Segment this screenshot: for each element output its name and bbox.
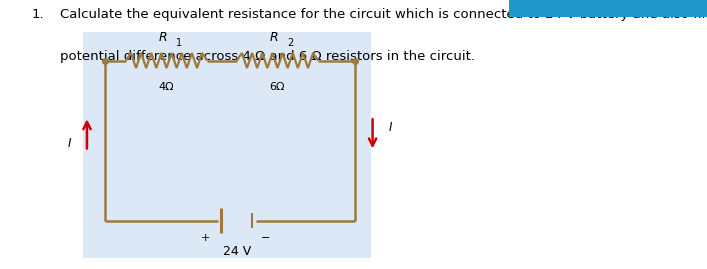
Text: +: + xyxy=(201,233,211,243)
Text: I: I xyxy=(68,137,71,150)
Text: 2: 2 xyxy=(287,38,293,48)
Text: 1: 1 xyxy=(176,38,182,48)
Text: 4Ω: 4Ω xyxy=(158,82,175,93)
Text: Calculate the equivalent resistance for the circuit which is connected to 24 V b: Calculate the equivalent resistance for … xyxy=(60,8,707,21)
Text: potential difference across 4 Ω and 6 Ω resistors in the circuit.: potential difference across 4 Ω and 6 Ω … xyxy=(60,50,475,63)
Text: 1.: 1. xyxy=(32,8,45,21)
Text: −: − xyxy=(260,233,270,243)
FancyBboxPatch shape xyxy=(83,32,371,258)
Text: R: R xyxy=(158,31,168,44)
Text: R: R xyxy=(269,31,279,44)
Text: I: I xyxy=(389,121,392,134)
FancyBboxPatch shape xyxy=(509,0,707,17)
Text: 6Ω: 6Ω xyxy=(270,82,285,93)
Text: 24 V: 24 V xyxy=(223,245,251,258)
